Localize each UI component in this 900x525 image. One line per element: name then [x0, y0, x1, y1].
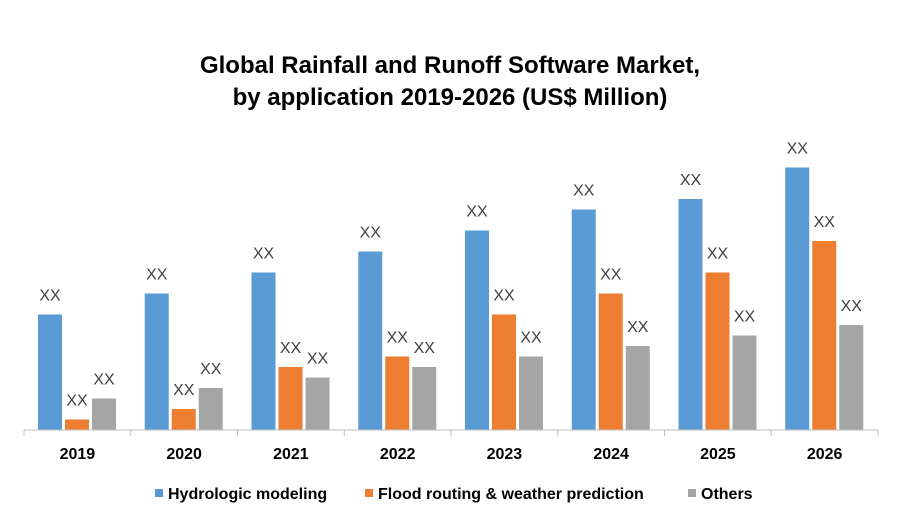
- bar-flood-routing-weather-prediction-2022: [385, 356, 410, 430]
- data-label: XX: [573, 183, 595, 200]
- bar-flood-routing-weather-prediction-2021: [278, 367, 303, 430]
- legend-label: Hydrologic modeling: [168, 486, 327, 503]
- data-label: XX: [253, 246, 275, 263]
- data-label: XX: [146, 267, 168, 284]
- data-label: XX: [66, 393, 88, 410]
- bar-hydrologic-modeling-2024: [571, 209, 596, 430]
- bar-others-2020: [198, 388, 223, 430]
- legend-label: Flood routing & weather prediction: [378, 486, 644, 503]
- bar-flood-routing-weather-prediction-2025: [705, 272, 730, 430]
- bar-hydrologic-modeling-2022: [358, 251, 383, 430]
- x-tick-label: 2026: [807, 446, 843, 463]
- x-tick-label: 2022: [380, 446, 416, 463]
- data-label: XX: [414, 340, 436, 357]
- bar-others-2025: [732, 335, 757, 430]
- legend-swatch: [155, 489, 163, 497]
- data-label: XX: [280, 340, 302, 357]
- bar-flood-routing-weather-prediction-2019: [65, 419, 89, 430]
- x-tick-label: 2024: [593, 446, 629, 463]
- data-label: XX: [466, 204, 488, 221]
- data-label: XX: [707, 246, 729, 263]
- chart-title-line-1: Global Rainfall and Runoff Software Mark…: [199, 52, 701, 79]
- data-label: XX: [307, 351, 329, 368]
- data-label: XX: [200, 361, 222, 378]
- x-tick-label: 2021: [273, 446, 309, 463]
- data-label: XX: [39, 288, 61, 305]
- data-label: XX: [814, 214, 836, 231]
- bar-flood-routing-weather-prediction-2020: [171, 409, 196, 430]
- data-label: XX: [627, 319, 649, 336]
- bar-others-2026: [839, 325, 864, 430]
- bar-hydrologic-modeling-2023: [465, 230, 489, 430]
- bar-hydrologic-modeling-2026: [785, 167, 810, 430]
- chart-title-line-2: by application 2019-2026 (US$ Million): [232, 84, 668, 111]
- data-label: XX: [93, 372, 115, 389]
- legend-swatch: [365, 489, 373, 497]
- data-label: XX: [734, 309, 756, 326]
- bar-flood-routing-weather-prediction-2024: [598, 293, 623, 430]
- bar-hydrologic-modeling-2021: [251, 272, 276, 430]
- bar-others-2023: [519, 356, 543, 430]
- bar-flood-routing-weather-prediction-2026: [812, 241, 837, 430]
- bar-hydrologic-modeling-2025: [678, 199, 703, 430]
- x-tick-label: 2020: [166, 446, 202, 463]
- bar-others-2024: [625, 346, 650, 430]
- x-tick-label: 2019: [60, 446, 96, 463]
- data-label: XX: [787, 141, 809, 158]
- data-label: XX: [360, 225, 382, 242]
- bar-others-2019: [92, 398, 116, 430]
- bar-others-2021: [305, 377, 330, 430]
- bar-flood-routing-weather-prediction-2023: [492, 314, 516, 430]
- x-tick-label: 2025: [700, 446, 736, 463]
- legend-swatch: [688, 489, 696, 497]
- data-label: XX: [173, 382, 195, 399]
- data-label: XX: [841, 298, 863, 315]
- data-label: XX: [600, 267, 622, 284]
- bar-hydrologic-modeling-2020: [144, 293, 169, 430]
- data-label: XX: [387, 330, 409, 347]
- bar-hydrologic-modeling-2019: [38, 314, 62, 430]
- data-label: XX: [520, 330, 542, 347]
- x-tick-label: 2023: [487, 446, 523, 463]
- data-label: XX: [493, 288, 515, 305]
- bar-others-2022: [412, 367, 437, 430]
- legend-label: Others: [701, 486, 753, 503]
- data-label: XX: [680, 172, 702, 189]
